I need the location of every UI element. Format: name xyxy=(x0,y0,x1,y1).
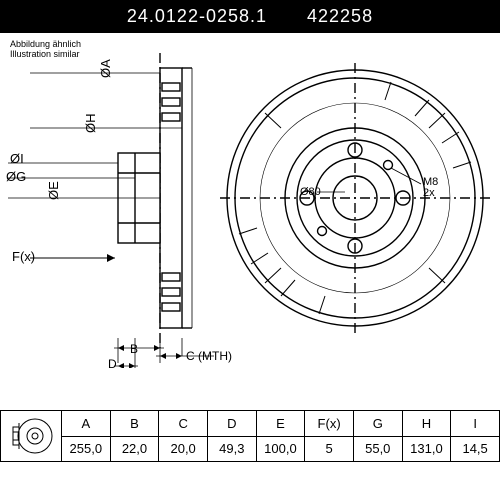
col-C: C xyxy=(159,411,208,437)
disc-icon xyxy=(3,413,55,459)
val-G: 55,0 xyxy=(353,436,402,462)
header-bar: 24.0122-0258.1 422258 xyxy=(0,0,500,33)
lbl-I: ØI xyxy=(10,151,24,166)
technical-diagram: ØI ØG ØE ØH ØA F(x) B C (MTH) D xyxy=(0,33,500,368)
val-E: 100,0 xyxy=(256,436,305,462)
lbl-E: ØE xyxy=(46,181,61,200)
disc-icon-cell xyxy=(1,411,62,462)
col-A: A xyxy=(62,411,111,437)
val-D: 49,3 xyxy=(207,436,256,462)
lbl-C: C (MTH) xyxy=(186,349,232,363)
lbl-center: Ø80 xyxy=(300,186,321,198)
diagram-area: ØI ØG ØE ØH ØA F(x) B C (MTH) D xyxy=(0,33,500,368)
ref-number: 422258 xyxy=(307,6,373,27)
lbl-D: D xyxy=(108,357,117,368)
lbl-H: ØH xyxy=(83,114,98,134)
lbl-A: ØA xyxy=(98,59,113,78)
val-F: 5 xyxy=(305,436,354,462)
lbl-B: B xyxy=(130,342,138,356)
val-A: 255,0 xyxy=(62,436,111,462)
lbl-F: F(x) xyxy=(12,249,35,264)
val-C: 20,0 xyxy=(159,436,208,462)
val-B: 22,0 xyxy=(110,436,159,462)
col-G: G xyxy=(353,411,402,437)
val-I: 14,5 xyxy=(451,436,500,462)
col-F: F(x) xyxy=(305,411,354,437)
col-B: B xyxy=(110,411,159,437)
part-number: 24.0122-0258.1 xyxy=(127,6,267,27)
dimension-table: A B C D E F(x) G H I 255,0 22,0 20,0 49,… xyxy=(0,410,500,462)
table-header-row: A B C D E F(x) G H I xyxy=(1,411,500,437)
col-H: H xyxy=(402,411,451,437)
col-I: I xyxy=(451,411,500,437)
lbl-G: ØG xyxy=(6,169,26,184)
val-H: 131,0 xyxy=(402,436,451,462)
dimension-table-wrap: A B C D E F(x) G H I 255,0 22,0 20,0 49,… xyxy=(0,410,500,462)
table-value-row: 255,0 22,0 20,0 49,3 100,0 5 55,0 131,0 … xyxy=(1,436,500,462)
lbl-bolt2: 2x xyxy=(423,187,435,199)
col-D: D xyxy=(207,411,256,437)
col-E: E xyxy=(256,411,305,437)
